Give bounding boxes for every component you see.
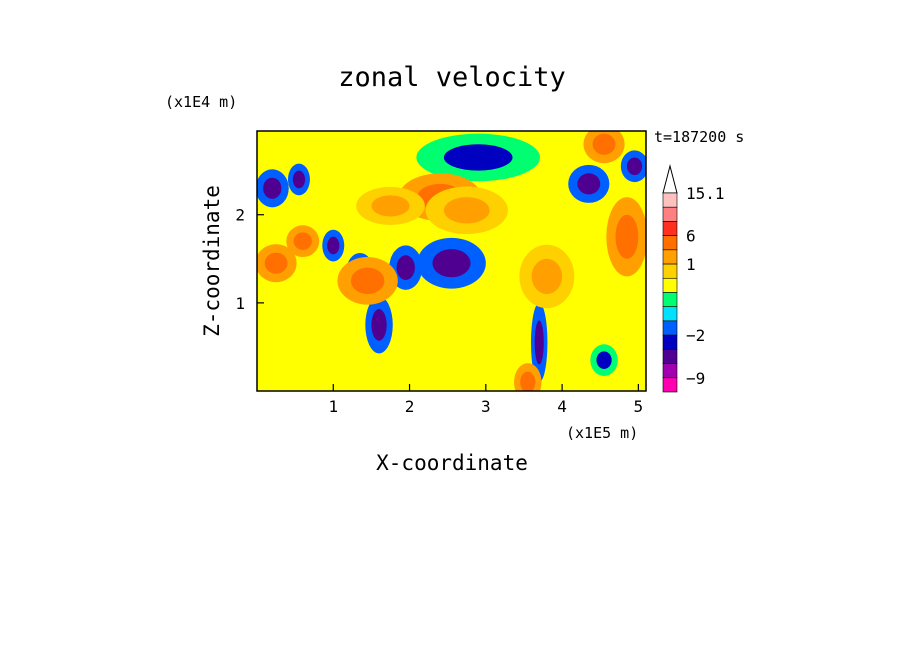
colorbar-swatch (662, 263, 678, 279)
colorbar-swatch (662, 320, 678, 336)
colorbar-label: −2 (686, 326, 705, 345)
x-unit-label: (x1E5 m) (566, 424, 638, 442)
y-axis: 12 (235, 206, 264, 313)
y-tick-label: 2 (235, 206, 245, 225)
contour-feature (531, 258, 563, 295)
contour-feature (293, 232, 312, 250)
x-axis: 1 2 3 4 5 (328, 384, 643, 416)
contour-feature (264, 252, 288, 274)
x-tick-label: 2 (405, 397, 415, 416)
y-unit-label: (x1E4 m) (165, 93, 237, 111)
colorbar-label: 6 (686, 227, 696, 246)
colorbar-swatch (662, 235, 678, 251)
contour-feature (292, 170, 306, 189)
y-axis-label: Z-coordinate (200, 185, 224, 337)
colorbar-swatch (662, 349, 678, 364)
contour-feature (350, 267, 385, 295)
colorbar: 15.1 6 1 −2 −9 (662, 164, 725, 393)
plot-frame (256, 130, 647, 392)
colorbar-swatch (662, 363, 678, 379)
contour-feature (596, 351, 612, 369)
colorbar-label: −9 (686, 369, 705, 388)
colorbar-label: 1 (686, 255, 696, 274)
x-tick-label: 5 (634, 397, 644, 416)
colorbar-swatch (662, 249, 678, 265)
colorbar-swatch (662, 192, 678, 208)
colorbar-extend-arrow (662, 164, 678, 194)
colorbar-swatch (662, 277, 678, 293)
x-tick-label: 3 (481, 397, 491, 416)
colorbar-swatch (662, 206, 678, 222)
contour-feature (371, 309, 387, 341)
colorbar-swatch (662, 334, 678, 350)
contour-feature (534, 320, 544, 365)
x-tick-label: 4 (557, 397, 567, 416)
contour-feature (577, 173, 601, 195)
contour-feature (443, 197, 490, 224)
contour-feature (615, 214, 639, 259)
contour-feature (592, 133, 616, 155)
colorbar-label: 15.1 (686, 184, 725, 203)
colorbar-swatch (662, 306, 678, 322)
colorbar-swatch (662, 377, 678, 393)
x-tick-label: 1 (328, 397, 338, 416)
contour-feature (371, 195, 410, 217)
x-axis-label: X-coordinate (376, 451, 528, 475)
colorbar-swatch (662, 292, 678, 308)
y-tick-label: 1 (235, 294, 245, 313)
contour-feature (443, 144, 513, 171)
contour-feature (263, 177, 282, 199)
contour-feature (396, 255, 415, 280)
time-label: t=187200 s (654, 128, 744, 146)
chart-title: zonal velocity (338, 62, 566, 93)
plot-area (256, 130, 647, 392)
contour-feature (626, 157, 643, 176)
contour-feature (432, 249, 471, 278)
colorbar-swatch (662, 221, 678, 236)
contour-feature (520, 371, 536, 391)
contour-feature (327, 236, 340, 255)
